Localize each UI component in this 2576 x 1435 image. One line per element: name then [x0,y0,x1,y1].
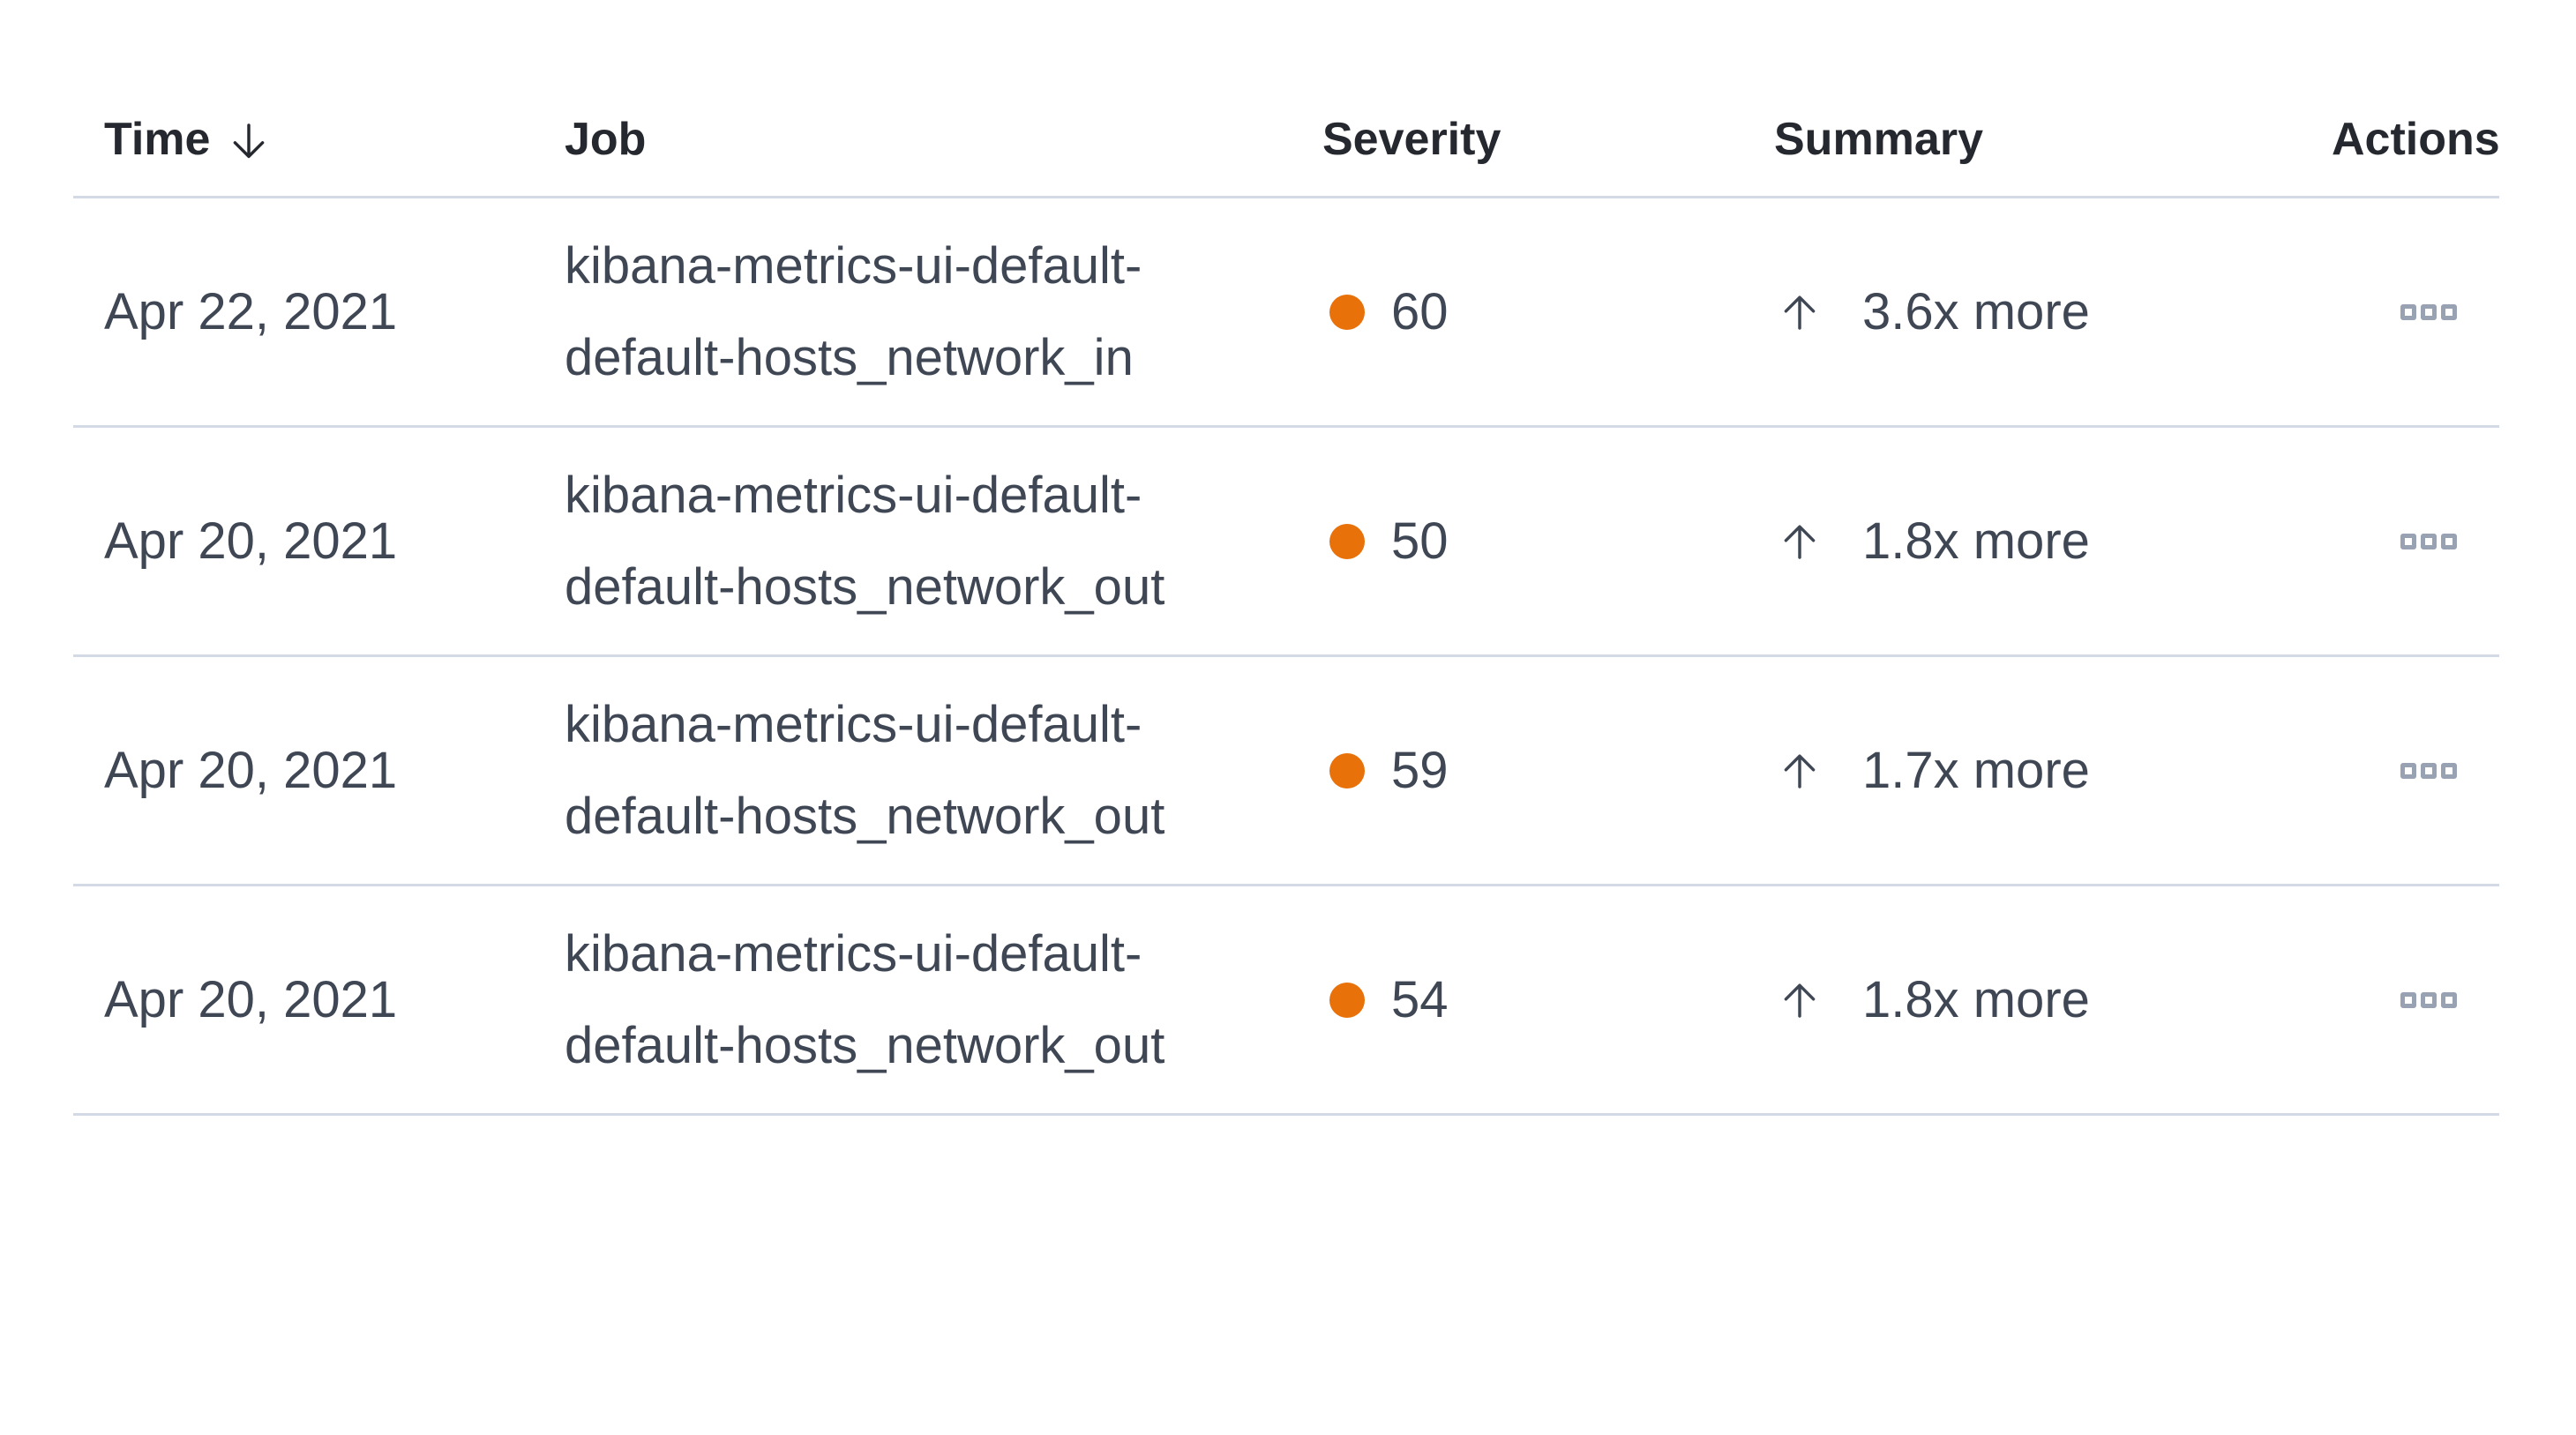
table-row: Apr 22, 2021 kibana-metrics-ui-default-d… [73,198,2499,428]
boxes-horizontal-icon [2400,303,2416,320]
severity-dot-icon [1329,523,1365,559]
cell-actions [2333,886,2499,1113]
column-header-actions: Actions [2332,0,2500,196]
column-header-time[interactable]: Time [73,0,565,196]
cell-job: kibana-metrics-ui-default-default-hosts_… [565,657,1323,884]
arrow-up-icon [1784,524,1816,559]
severity-score: 50 [1391,512,1449,570]
summary-multiplier: 1.8x more [1862,971,2090,1028]
arrow-up-icon [1784,983,1816,1018]
cell-actions [2333,428,2499,654]
table-row: Apr 20, 2021 kibana-metrics-ui-default-d… [73,428,2499,657]
anomaly-time: Apr 22, 2021 [104,283,398,340]
column-header-actions-label: Actions [2332,114,2500,165]
cell-summary: 1.7x more [1775,657,2333,884]
cell-time: Apr 22, 2021 [73,198,565,425]
boxes-horizontal-icon [2400,533,2416,549]
column-header-time-label: Time [104,114,211,165]
column-header-severity-label: Severity [1322,114,1501,165]
anomaly-time: Apr 20, 2021 [104,971,398,1028]
table-row: Apr 20, 2021 kibana-metrics-ui-default-d… [73,886,2499,1116]
row-actions-button[interactable] [2392,525,2466,558]
cell-severity: 60 [1323,198,1775,425]
cell-actions [2333,657,2499,884]
summary-multiplier: 1.7x more [1862,742,2090,799]
column-header-severity[interactable]: Severity [1322,0,1774,196]
cell-summary: 1.8x more [1775,428,2333,654]
cell-summary: 3.6x more [1775,198,2333,425]
column-header-job[interactable]: Job [565,0,1323,196]
table-row: Apr 20, 2021 kibana-metrics-ui-default-d… [73,657,2499,886]
table-header-row: Time Job Severity Summary Actions [73,0,2500,198]
severity-dot-icon [1329,294,1365,330]
summary-multiplier: 1.8x more [1862,512,2090,570]
cell-severity: 50 [1323,428,1775,654]
arrow-up-icon [1784,753,1816,789]
cell-severity: 59 [1323,657,1775,884]
row-actions-button[interactable] [2392,983,2466,1017]
severity-dot-icon [1329,752,1365,789]
severity-dot-icon [1329,982,1365,1018]
column-header-job-label: Job [565,114,647,165]
job-id: kibana-metrics-ui-default-default-hosts_… [565,695,1165,845]
anomalies-table: Time Job Severity Summary Actions Apr 22… [73,0,2500,1116]
cell-job: kibana-metrics-ui-default-default-hosts_… [565,886,1323,1113]
cell-summary: 1.8x more [1775,886,2333,1113]
severity-score: 54 [1391,971,1449,1028]
anomaly-time: Apr 20, 2021 [104,512,398,570]
column-header-summary-label: Summary [1774,114,1983,165]
job-id: kibana-metrics-ui-default-default-hosts_… [565,466,1165,616]
severity-score: 59 [1391,742,1449,799]
summary-multiplier: 3.6x more [1862,283,2090,340]
anomaly-time: Apr 20, 2021 [104,742,398,799]
boxes-horizontal-icon [2400,762,2416,779]
severity-score: 60 [1391,283,1449,340]
arrow-up-icon [1784,295,1816,330]
cell-time: Apr 20, 2021 [73,428,565,654]
job-id: kibana-metrics-ui-default-default-hosts_… [565,924,1165,1074]
row-actions-button[interactable] [2392,295,2466,329]
cell-job: kibana-metrics-ui-default-default-hosts_… [565,198,1323,425]
cell-actions [2333,198,2499,425]
table-body: Apr 22, 2021 kibana-metrics-ui-default-d… [73,198,2499,1116]
cell-severity: 54 [1323,886,1775,1113]
cell-job: kibana-metrics-ui-default-default-hosts_… [565,428,1323,654]
column-header-summary[interactable]: Summary [1774,0,2332,196]
row-actions-button[interactable] [2392,754,2466,788]
cell-time: Apr 20, 2021 [73,886,565,1113]
cell-time: Apr 20, 2021 [73,657,565,884]
boxes-horizontal-icon [2400,991,2416,1008]
sort-descending-icon [234,123,265,159]
job-id: kibana-metrics-ui-default-default-hosts_… [565,236,1142,386]
